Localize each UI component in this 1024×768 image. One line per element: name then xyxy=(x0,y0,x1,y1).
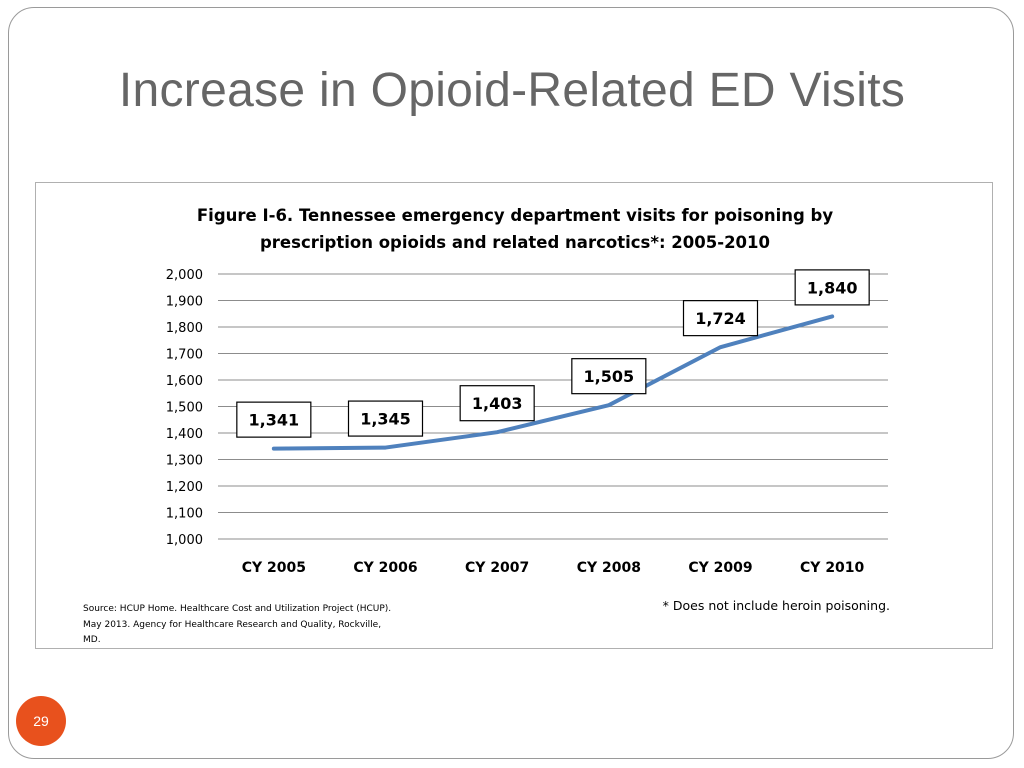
x-tick-label: CY 2006 xyxy=(353,560,417,576)
data-label: 1,341 xyxy=(249,411,300,430)
data-label-box xyxy=(347,400,424,437)
y-axis-ticks: 1,000 1,100 1,200 1,300 1,400 1,500 1,600 1,700… xyxy=(166,268,203,548)
x-tick-label: CY 2008 xyxy=(577,560,641,576)
data-label-box xyxy=(236,401,312,438)
gridlines xyxy=(218,273,888,540)
y-tick-label: 2,000 xyxy=(166,268,203,283)
data-label-callout: 1,403 xyxy=(459,385,535,422)
source-line-3: MD. xyxy=(83,635,101,645)
x-tick-label: CY 2005 xyxy=(242,560,306,576)
chart-title-line-1: Figure I-6. Tennessee emergency departme… xyxy=(197,206,833,225)
y-tick-label: 1,000 xyxy=(166,533,203,548)
y-tick-label: 1,900 xyxy=(166,295,203,310)
page-number-badge: 29 xyxy=(16,696,66,746)
data-label: 1,403 xyxy=(472,394,523,413)
y-tick-label: 1,400 xyxy=(166,427,203,442)
data-label-box xyxy=(571,358,647,395)
source-line-1: Source: HCUP Home. Healthcare Cost and U… xyxy=(83,604,391,614)
data-label: 1,505 xyxy=(584,367,635,386)
data-label: 1,724 xyxy=(695,309,746,328)
y-tick-label: 1,600 xyxy=(166,374,203,389)
data-label-box xyxy=(682,300,759,337)
data-label-callout: 1,724 xyxy=(682,300,759,337)
x-tick-label: CY 2009 xyxy=(688,560,752,576)
series-line xyxy=(271,314,835,451)
data-label: 1,840 xyxy=(807,278,858,297)
footnote: * Does not include heroin poisoning. xyxy=(663,598,890,613)
data-label-callout: 1,345 xyxy=(347,400,424,437)
data-label-box xyxy=(794,269,870,306)
data-label-callout: 1,840 xyxy=(794,269,870,306)
figure-panel: Figure I-6. Tennessee emergency departme… xyxy=(35,182,993,649)
data-label: 1,345 xyxy=(360,410,411,429)
chart-title-line-2: prescription opioids and related narcoti… xyxy=(260,233,770,252)
series-line-layer xyxy=(271,314,835,451)
y-tick-label: 1,700 xyxy=(166,348,203,363)
line-chart: Figure I-6. Tennessee emergency departme… xyxy=(83,206,890,645)
data-label-box xyxy=(459,385,535,422)
x-tick-label: CY 2010 xyxy=(800,560,865,576)
data-label-callout: 1,505 xyxy=(571,358,647,395)
x-axis-ticks: CY 2005 CY 2006 CY 2007 CY 2008 CY 2009 CY 20… xyxy=(242,560,865,576)
data-labels: 1,341 1,345 1,403 1,505 1,724 1,840 xyxy=(236,269,870,438)
y-tick-label: 1,500 xyxy=(166,401,203,416)
y-tick-label: 1,200 xyxy=(166,480,203,495)
y-tick-label: 1,300 xyxy=(166,454,203,469)
y-tick-label: 1,800 xyxy=(166,321,203,336)
data-label-callout: 1,341 xyxy=(236,401,312,438)
y-tick-label: 1,100 xyxy=(166,507,203,522)
x-tick-label: CY 2007 xyxy=(465,560,529,576)
source-line-2: May 2013. Agency for Healthcare Research… xyxy=(83,620,381,630)
slide-title: Increase in Opioid-Related ED Visits xyxy=(118,64,906,117)
